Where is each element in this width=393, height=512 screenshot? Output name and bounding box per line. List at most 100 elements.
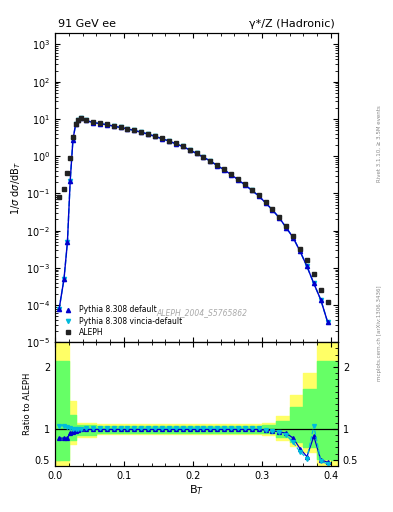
- Pythia 8.308 vincia-default: [71, 137, 75, 143]
- Pythia 8.308 vincia-default: [263, 200, 268, 206]
- Pythia 8.308 vincia-default: [68, 178, 73, 184]
- ALEPH: [277, 214, 282, 220]
- Pythia 8.308 vincia-default: [242, 182, 247, 188]
- Pythia 8.308 vincia-default: [249, 187, 254, 193]
- Pythia 8.308 default: [153, 133, 158, 139]
- Pythia 8.308 default: [263, 200, 268, 206]
- ALEPH: [146, 131, 151, 137]
- Pythia 8.308 vincia-default: [298, 248, 302, 254]
- Pythia 8.308 vincia-default: [139, 129, 144, 135]
- Pythia 8.308 vincia-default: [291, 234, 296, 241]
- Pythia 8.308 default: [71, 137, 75, 143]
- Pythia 8.308 default: [284, 225, 288, 231]
- Y-axis label: Ratio to ALEPH: Ratio to ALEPH: [23, 373, 32, 435]
- ALEPH: [91, 119, 95, 125]
- ALEPH: [291, 233, 296, 240]
- ALEPH: [68, 155, 73, 161]
- ALEPH: [180, 143, 185, 150]
- ALEPH: [284, 223, 288, 229]
- Line: Pythia 8.308 vincia-default: Pythia 8.308 vincia-default: [57, 116, 330, 324]
- Pythia 8.308 default: [79, 115, 84, 121]
- Pythia 8.308 default: [111, 123, 116, 129]
- Pythia 8.308 default: [242, 182, 247, 188]
- Text: γ*/Z (Hadronic): γ*/Z (Hadronic): [250, 18, 335, 29]
- Pythia 8.308 vincia-default: [167, 138, 171, 144]
- Pythia 8.308 default: [277, 215, 282, 221]
- Pythia 8.308 vincia-default: [270, 207, 275, 213]
- ALEPH: [312, 270, 316, 276]
- Pythia 8.308 default: [62, 276, 66, 282]
- Line: Pythia 8.308 default: Pythia 8.308 default: [57, 116, 330, 324]
- ALEPH: [132, 127, 137, 133]
- ALEPH: [325, 299, 330, 305]
- Pythia 8.308 vincia-default: [284, 225, 288, 231]
- Pythia 8.308 vincia-default: [194, 151, 199, 157]
- Pythia 8.308 vincia-default: [111, 123, 116, 129]
- ALEPH: [208, 158, 213, 164]
- Pythia 8.308 vincia-default: [180, 143, 185, 150]
- Pythia 8.308 default: [256, 193, 261, 199]
- ALEPH: [201, 154, 206, 160]
- ALEPH: [111, 123, 116, 129]
- Pythia 8.308 vincia-default: [305, 263, 309, 269]
- Pythia 8.308 default: [68, 178, 73, 184]
- Pythia 8.308 vincia-default: [325, 319, 330, 325]
- Pythia 8.308 vincia-default: [256, 193, 261, 199]
- Y-axis label: 1/$\sigma$ d$\sigma$/dB$_T$: 1/$\sigma$ d$\sigma$/dB$_T$: [9, 161, 23, 215]
- Pythia 8.308 default: [160, 136, 164, 142]
- Pythia 8.308 default: [208, 158, 213, 164]
- ALEPH: [84, 117, 88, 123]
- Pythia 8.308 vincia-default: [277, 215, 282, 221]
- Pythia 8.308 default: [215, 162, 220, 168]
- Pythia 8.308 default: [132, 127, 137, 134]
- Text: Rivet 3.1.10, ≥ 3.5M events: Rivet 3.1.10, ≥ 3.5M events: [377, 105, 382, 182]
- Pythia 8.308 vincia-default: [105, 122, 109, 128]
- ALEPH: [79, 115, 84, 121]
- Pythia 8.308 vincia-default: [79, 115, 84, 121]
- ALEPH: [73, 120, 78, 126]
- Pythia 8.308 default: [105, 122, 109, 128]
- Pythia 8.308 vincia-default: [65, 239, 70, 245]
- Pythia 8.308 vincia-default: [318, 296, 323, 303]
- Pythia 8.308 default: [298, 248, 302, 254]
- Pythia 8.308 default: [235, 177, 240, 183]
- Pythia 8.308 vincia-default: [173, 141, 178, 147]
- Pythia 8.308 default: [167, 138, 171, 144]
- Pythia 8.308 vincia-default: [73, 121, 78, 127]
- ALEPH: [215, 162, 220, 168]
- Pythia 8.308 vincia-default: [57, 306, 62, 312]
- ALEPH: [298, 246, 302, 252]
- Pythia 8.308 default: [146, 131, 151, 137]
- Pythia 8.308 vincia-default: [229, 172, 233, 178]
- ALEPH: [242, 181, 247, 187]
- Pythia 8.308 vincia-default: [187, 147, 192, 153]
- Pythia 8.308 default: [318, 296, 323, 303]
- Pythia 8.308 default: [249, 187, 254, 193]
- Pythia 8.308 vincia-default: [132, 127, 137, 134]
- Pythia 8.308 default: [139, 129, 144, 135]
- Pythia 8.308 vincia-default: [160, 136, 164, 142]
- Pythia 8.308 vincia-default: [146, 131, 151, 137]
- Pythia 8.308 default: [305, 263, 309, 269]
- ALEPH: [167, 138, 171, 144]
- ALEPH: [222, 166, 226, 173]
- Pythia 8.308 default: [118, 124, 123, 131]
- Text: 91 GeV ee: 91 GeV ee: [58, 18, 116, 29]
- Pythia 8.308 default: [76, 117, 81, 123]
- ALEPH: [65, 170, 70, 176]
- ALEPH: [256, 193, 261, 199]
- Pythia 8.308 vincia-default: [208, 158, 213, 164]
- ALEPH: [249, 187, 254, 193]
- Pythia 8.308 vincia-default: [222, 167, 226, 173]
- ALEPH: [125, 125, 130, 132]
- Legend: Pythia 8.308 default, Pythia 8.308 vincia-default, ALEPH: Pythia 8.308 default, Pythia 8.308 vinci…: [59, 304, 184, 338]
- ALEPH: [62, 186, 66, 192]
- Pythia 8.308 default: [173, 141, 178, 147]
- Pythia 8.308 vincia-default: [91, 119, 95, 125]
- Pythia 8.308 default: [180, 143, 185, 150]
- Pythia 8.308 vincia-default: [153, 133, 158, 139]
- Pythia 8.308 vincia-default: [62, 276, 66, 282]
- Pythia 8.308 default: [201, 154, 206, 160]
- ALEPH: [76, 117, 81, 123]
- Pythia 8.308 default: [65, 239, 70, 245]
